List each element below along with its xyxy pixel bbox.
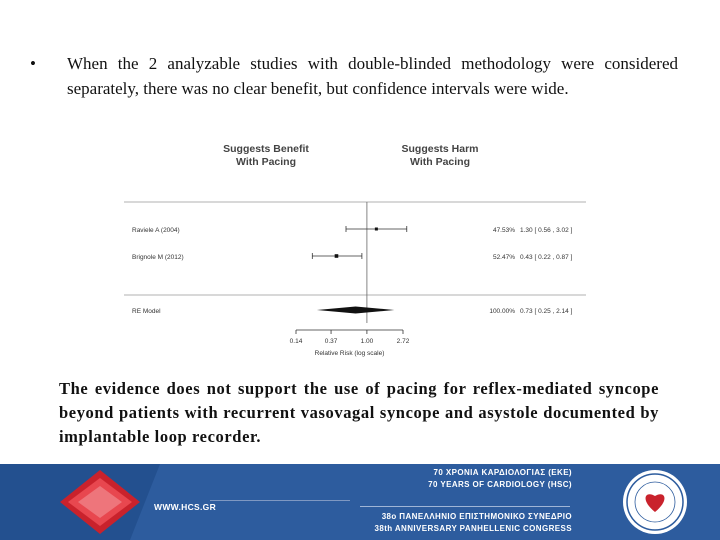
bullet-point: • When the 2 analyzable studies with dou… — [30, 51, 678, 101]
header-harm: Suggests Harm With Pacing — [390, 143, 490, 169]
header-benefit-line2: With Pacing — [236, 156, 296, 168]
study-point-estimate — [374, 227, 378, 231]
banner-line-1: 70 ΧΡΟΝΙΑ ΚΑΡΔΙΟΛΟΓΙΑΣ (ΕΚΕ) — [433, 468, 572, 477]
bullet-marker: • — [30, 54, 36, 73]
banner-line-4: 38th ANNIVERSARY PANHELLENIC CONGRESS — [374, 524, 572, 533]
diamond-logo — [60, 470, 140, 534]
study-label: Brignole M (2012) — [132, 254, 184, 261]
header-benefit-line1: Suggests Benefit — [223, 143, 309, 155]
x-tick-label: 2.72 — [397, 338, 410, 345]
banner-url[interactable]: WWW.HCS.GR — [154, 502, 217, 512]
bullet-text: When the 2 analyzable studies with doubl… — [67, 54, 678, 98]
study-ci-text: 0.43 [ 0.22 , 0.87 ] — [520, 254, 573, 261]
study-ci-text: 1.30 [ 0.56 , 3.02 ] — [520, 227, 573, 234]
banner-graphics — [0, 464, 687, 540]
x-tick-label: 0.14 — [290, 338, 303, 345]
header-harm-line1: Suggests Harm — [401, 143, 479, 155]
study-weight: 52.47% — [493, 254, 515, 261]
congress-seal-icon — [623, 470, 687, 534]
forest-plot: Raviele A (2004) 47.53% 1.30 [ 0.56 , 3.02… — [124, 201, 586, 357]
pooled-ci-text: 0.73 [ 0.25 , 2.14 ] — [520, 308, 573, 315]
banner-line-3: 38ο ΠΑΝΕΛΛΗΝΙΟ ΕΠΙΣΤΗΜΟΝΙΚΟ ΣΥΝΕΔΡΙΟ — [381, 512, 572, 521]
x-tick-label: 1.00 — [361, 338, 374, 345]
pooled-diamond — [316, 306, 395, 314]
congress-banner: WWW.HCS.GR 70 ΧΡΟΝΙΑ ΚΑΡΔΙΟΛΟΓΙΑΣ (ΕΚΕ) … — [0, 464, 720, 540]
header-benefit: Suggests Benefit With Pacing — [216, 143, 316, 169]
conclusion-text: The evidence does not support the use of… — [59, 379, 659, 446]
pooled-label: RE Model — [132, 308, 161, 315]
header-harm-line2: With Pacing — [410, 156, 470, 168]
study-point-estimate — [334, 254, 339, 258]
banner-rule-left — [210, 500, 350, 501]
banner-line-2: 70 YEARS OF CARDIOLOGY (HSC) — [428, 480, 572, 489]
pooled-weight: 100.00% — [489, 308, 515, 315]
banner-rule — [360, 506, 570, 507]
study-label: Raviele A (2004) — [132, 227, 180, 234]
x-axis-label: Relative Risk (log scale) — [315, 350, 385, 357]
x-tick-label: 0.37 — [325, 338, 338, 345]
study-weight: 47.53% — [493, 227, 515, 234]
